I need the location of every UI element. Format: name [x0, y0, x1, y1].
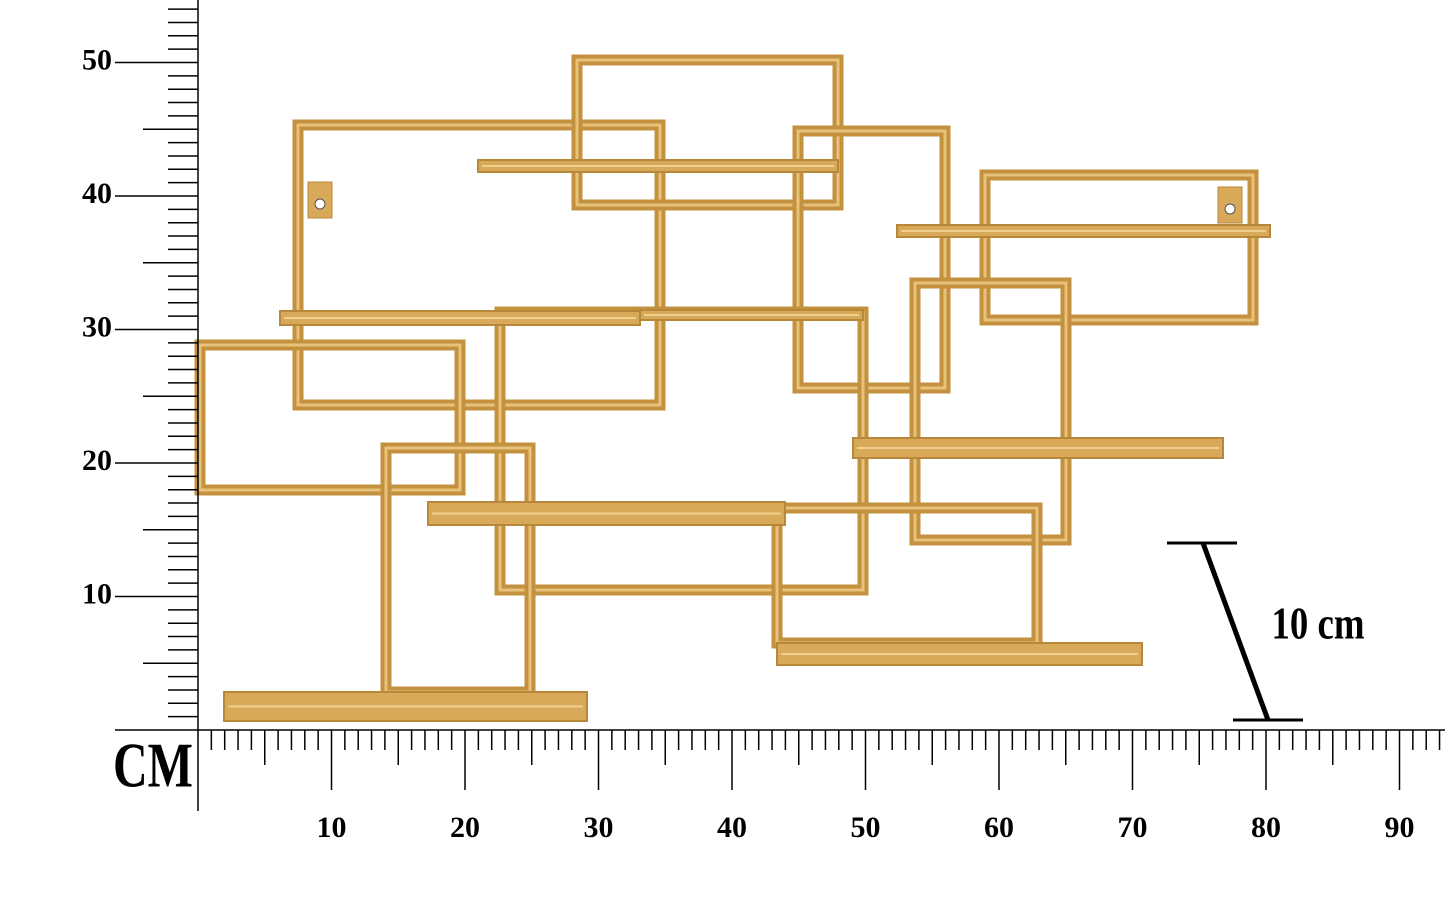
frame-highlight [775, 506, 1039, 645]
frame [494, 306, 869, 596]
frame [979, 169, 1259, 326]
x-tick-label: 70 [1118, 811, 1148, 844]
y-tick-label: 20 [82, 444, 112, 477]
x-tick-label: 20 [450, 811, 480, 844]
frame-highlight [296, 123, 662, 407]
keyhole [314, 198, 326, 210]
x-tick-label: 60 [984, 811, 1014, 844]
rulers [115, 0, 1445, 811]
x-tick-label: 40 [717, 811, 747, 844]
keyhole [1224, 203, 1236, 215]
y-tick-label: 30 [82, 310, 112, 343]
y-tick-label: 10 [82, 577, 112, 610]
frame [194, 339, 466, 496]
frame-highlight [198, 343, 462, 492]
frame-highlight [498, 310, 865, 592]
x-tick-label: 30 [584, 811, 614, 844]
wall-rack [194, 54, 1271, 722]
scale-note: 10 cm [1272, 599, 1365, 650]
x-tick-label: 90 [1385, 811, 1415, 844]
scale-bar: 10 cm [1167, 541, 1365, 722]
frame-highlight [983, 173, 1255, 322]
scale-line [1200, 542, 1271, 721]
y-tick-label: 50 [82, 43, 112, 76]
frame-highlight [796, 129, 947, 390]
x-tick-label: 10 [317, 811, 347, 844]
x-tick-label: 80 [1251, 811, 1281, 844]
y-tick-label: 40 [82, 177, 112, 210]
x-tick-label: 50 [851, 811, 881, 844]
unit-label: CM [113, 731, 193, 801]
frame [771, 502, 1043, 649]
frame-highlight [913, 281, 1068, 542]
